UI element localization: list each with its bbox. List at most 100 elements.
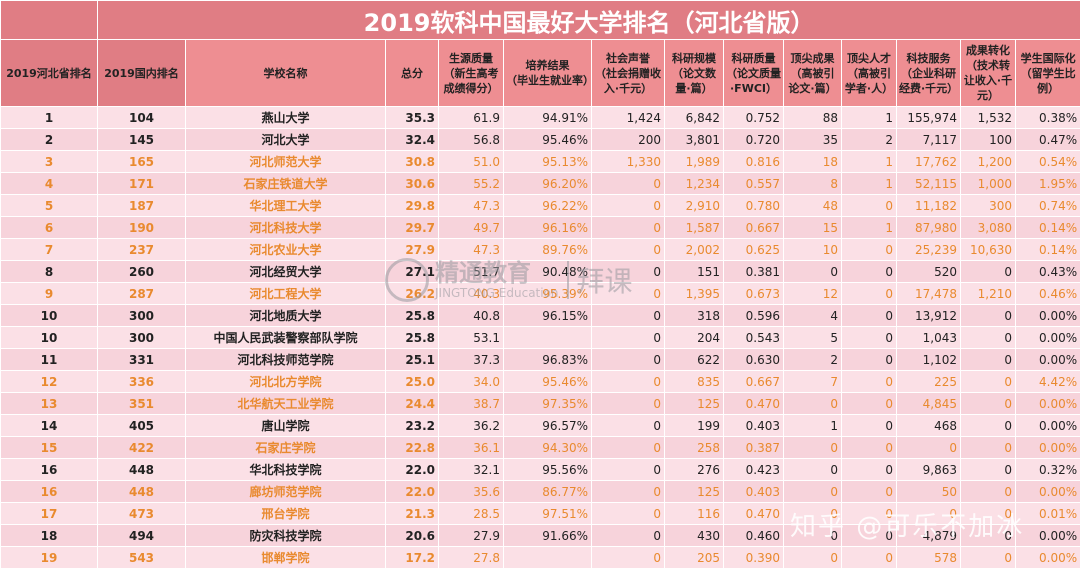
- table-cell: 10,630: [961, 239, 1016, 261]
- table-cell: 300: [98, 327, 186, 349]
- table-cell: 0: [842, 195, 897, 217]
- table-cell: 河北科技师范学院: [186, 349, 386, 371]
- table-cell: 0: [592, 437, 665, 459]
- table-cell: 0.00%: [1016, 393, 1080, 415]
- table-cell: 104: [98, 107, 186, 129]
- table-cell: 95.46%: [504, 129, 592, 151]
- table-cell: 51.7: [439, 261, 504, 283]
- table-cell: 35: [784, 129, 842, 151]
- table-cell: 2: [784, 349, 842, 371]
- table-cell: 225: [897, 371, 961, 393]
- column-header-label: 学生国际化: [1021, 52, 1076, 65]
- table-cell: 3: [1, 151, 98, 173]
- table-cell: 0: [592, 217, 665, 239]
- table-cell: 4: [784, 305, 842, 327]
- table-cell: 96.57%: [504, 415, 592, 437]
- table-cell: 49.7: [439, 217, 504, 239]
- table-cell: 0.403: [724, 415, 784, 437]
- table-cell: 237: [98, 239, 186, 261]
- table-cell: 2,910: [665, 195, 724, 217]
- table-cell: 95.39%: [504, 283, 592, 305]
- table-cell: 0.00%: [1016, 525, 1080, 547]
- table-cell: 0: [842, 349, 897, 371]
- column-header-sublabel: （论文数量·篇）: [667, 66, 721, 96]
- table-cell: 29.7: [386, 217, 439, 239]
- table-cell: 1,424: [592, 107, 665, 129]
- column-header: 生源质量（新生高考成绩得分）: [439, 40, 504, 107]
- table-cell: 0: [961, 393, 1016, 415]
- table-cell: 0: [592, 349, 665, 371]
- table-cell: 0.667: [724, 217, 784, 239]
- table-cell: 37.3: [439, 349, 504, 371]
- table-cell: 165: [98, 151, 186, 173]
- table-cell: [504, 547, 592, 569]
- table-cell: 0.54%: [1016, 151, 1080, 173]
- table-cell: 18: [784, 151, 842, 173]
- table-cell: 0: [961, 415, 1016, 437]
- table-cell: 36.2: [439, 415, 504, 437]
- column-header: 2019河北省排名: [1, 40, 98, 107]
- table-cell: 145: [98, 129, 186, 151]
- table-cell: 88: [784, 107, 842, 129]
- table-cell: 9: [1, 283, 98, 305]
- table-cell: 8: [784, 173, 842, 195]
- table-cell: 0: [961, 349, 1016, 371]
- table-cell: 55.2: [439, 173, 504, 195]
- column-header: 成果转化（技术转让收入·千元）: [961, 40, 1016, 107]
- column-header-label: 顶尖成果: [791, 52, 835, 65]
- table-cell: 邯郸学院: [186, 547, 386, 569]
- table-cell: 96.20%: [504, 173, 592, 195]
- table-cell: 300: [961, 195, 1016, 217]
- table-cell: 23.2: [386, 415, 439, 437]
- table-cell: 0.460: [724, 525, 784, 547]
- table-cell: 0.46%: [1016, 283, 1080, 305]
- table-cell: 94.91%: [504, 107, 592, 129]
- table-cell: 华北科技学院: [186, 459, 386, 481]
- table-cell: 1: [842, 107, 897, 129]
- table-cell: 0: [842, 503, 897, 525]
- table-cell: 2: [1, 129, 98, 151]
- table-cell: 1,200: [961, 151, 1016, 173]
- table-cell: 邢台学院: [186, 503, 386, 525]
- table-cell: 30.8: [386, 151, 439, 173]
- table-cell: 171: [98, 173, 186, 195]
- table-cell: 0: [842, 437, 897, 459]
- table-cell: 0: [784, 547, 842, 569]
- table-cell: 0: [592, 195, 665, 217]
- table-cell: 258: [665, 437, 724, 459]
- column-header-sublabel: （论文质量·FWCI）: [726, 66, 781, 96]
- table-cell: 20.6: [386, 525, 439, 547]
- table-cell: 11: [1, 349, 98, 371]
- table-cell: 4,845: [897, 393, 961, 415]
- table-cell: 0.43%: [1016, 261, 1080, 283]
- column-header: 培养结果（毕业生就业率）: [504, 40, 592, 107]
- table-cell: 0: [784, 393, 842, 415]
- column-header-sublabel: （留学生比例）: [1018, 66, 1078, 96]
- table-cell: 河北大学: [186, 129, 386, 151]
- table-cell: 100: [961, 129, 1016, 151]
- table-cell: 0: [961, 327, 1016, 349]
- table-cell: 河北科技大学: [186, 217, 386, 239]
- table-cell: 0: [961, 371, 1016, 393]
- column-header: 2019国内排名: [98, 40, 186, 107]
- table-cell: 95.56%: [504, 459, 592, 481]
- table-cell: 0: [592, 173, 665, 195]
- table-cell: 22.8: [386, 437, 439, 459]
- table-cell: 0.720: [724, 129, 784, 151]
- table-cell: 0: [897, 437, 961, 459]
- table-cell: 5: [784, 327, 842, 349]
- table-cell: 32.4: [386, 129, 439, 151]
- title-row: 2019软科中国最好大学排名（河北省版）: [1, 1, 1080, 40]
- column-header: 顶尖成果（高被引论文·篇）: [784, 40, 842, 107]
- table-cell: 448: [98, 481, 186, 503]
- table-cell: 17.2: [386, 547, 439, 569]
- table-cell: 1,989: [665, 151, 724, 173]
